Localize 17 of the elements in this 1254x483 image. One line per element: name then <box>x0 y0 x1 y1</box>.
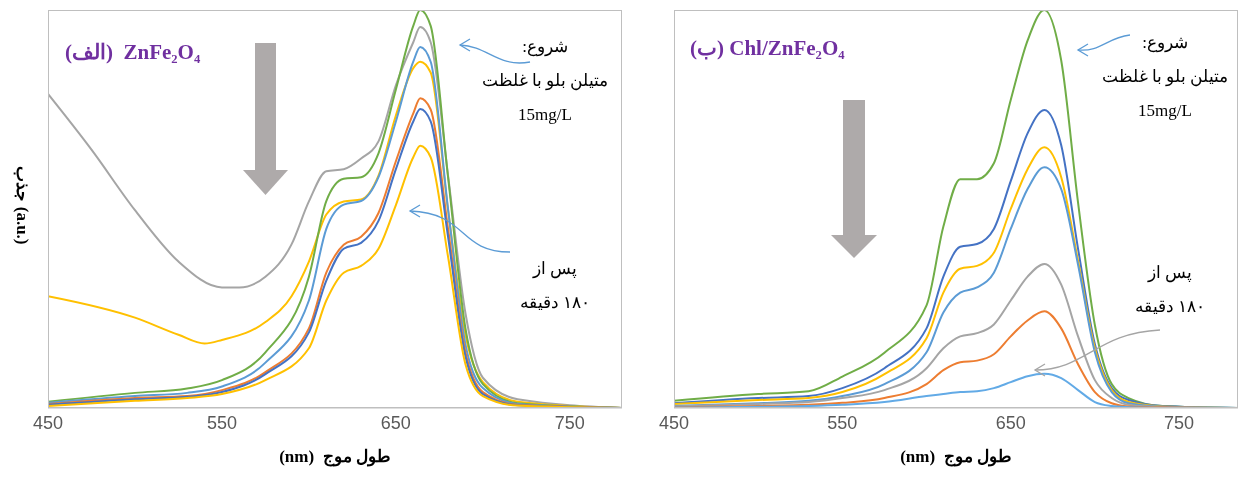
text: (ب) Chl/ZnFe₂O₄ <box>690 36 845 61</box>
x-tick-label: 550 <box>827 412 858 433</box>
annotation: شروع: متیلن بلو با غلظت 15mg/L <box>1100 32 1230 122</box>
annotation: پس از ۱۸۰ دقیقه <box>518 258 592 314</box>
annotation: پس از ۱۸۰ دقیقه <box>1133 262 1207 318</box>
x-tick-label: 450 <box>658 412 690 433</box>
text: (الف) ZnFe₂O₄ <box>65 40 201 65</box>
x-tick-label: 750 <box>1164 412 1195 433</box>
x-axis-title: طول موج (nm) <box>278 446 392 467</box>
y-axis-title: جذب (a.u.) <box>11 165 33 247</box>
x-tick-label: 450 <box>32 412 64 433</box>
x-tick-label: 650 <box>995 412 1026 433</box>
x-tick-label: 650 <box>380 412 411 433</box>
x-tick-label: 550 <box>206 412 237 433</box>
x-tick-label: 750 <box>554 412 585 433</box>
x-axis-title: طول موج (nm) <box>899 446 1013 467</box>
annotation: شروع: متیلن بلو با غلظت 15mg/L <box>480 36 610 126</box>
